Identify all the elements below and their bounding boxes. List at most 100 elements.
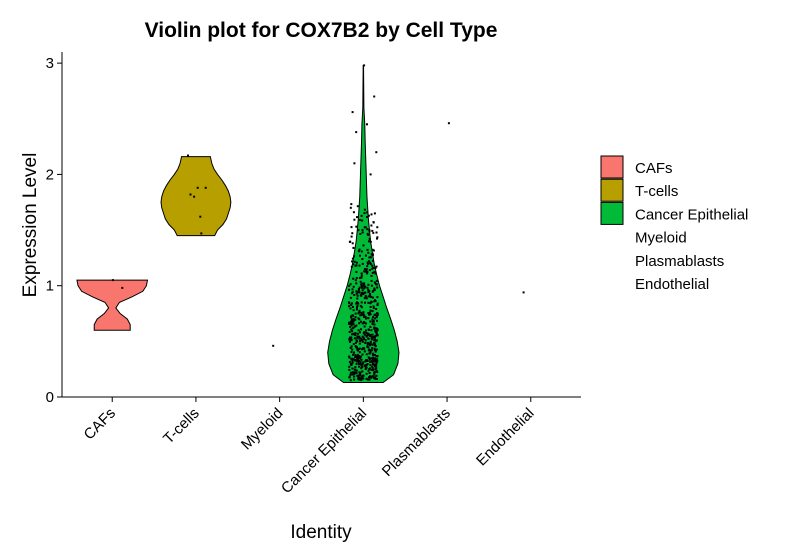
point-cloud [362, 321, 365, 323]
point-cloud [369, 367, 372, 370]
point-cloud [350, 318, 353, 321]
point-cloud [368, 376, 370, 379]
point-cloud [361, 282, 364, 285]
point-cloud [370, 300, 373, 303]
point-cloud [373, 347, 376, 350]
point-cloud [359, 355, 362, 358]
point-cloud [369, 361, 372, 364]
point-cloud [358, 347, 361, 350]
point-cloud [358, 309, 361, 312]
point-cloud [371, 248, 374, 251]
point-cloud [375, 378, 378, 380]
point-cloud [351, 330, 354, 333]
point-cloud [370, 349, 373, 352]
point-cloud [371, 264, 374, 267]
point-cloud [367, 283, 370, 286]
point-cloud [365, 364, 368, 367]
point-cloud [369, 240, 372, 243]
point-cloud [348, 302, 351, 305]
point-cloud [363, 316, 365, 318]
point-cloud [359, 280, 362, 283]
point-cloud [364, 341, 367, 344]
point-cloud [364, 295, 367, 297]
point-cloud [365, 329, 367, 332]
point-cloud [374, 272, 377, 275]
point-cloud [375, 363, 378, 366]
point-1-3 [199, 215, 202, 218]
point-cloud [363, 270, 366, 273]
point-cloud [349, 296, 352, 299]
point-cloud [375, 359, 378, 362]
point-cloud [348, 340, 351, 343]
plot-marks [76, 64, 400, 384]
point-cloud [352, 317, 355, 320]
x-tick-label: Plasmablasts [379, 405, 454, 480]
point-cloud [348, 288, 350, 291]
point-cloud [358, 264, 361, 267]
point-cloud [363, 365, 366, 367]
point-cloud [372, 307, 375, 310]
point-cloud [366, 270, 369, 273]
point-cloud [367, 369, 370, 372]
point-cloud [372, 249, 375, 252]
legend-key [600, 178, 624, 202]
point-cloud [371, 318, 374, 321]
point-1-4 [200, 232, 203, 235]
point-cloud [371, 229, 374, 232]
point-cloud [367, 260, 370, 263]
point-cloud [364, 226, 367, 229]
point-cloud [354, 359, 356, 362]
point-cloud [351, 367, 354, 370]
point-cloud [373, 348, 376, 351]
point-cloud [352, 353, 354, 356]
point-cloud [368, 230, 371, 233]
point-cloud [363, 325, 366, 328]
point-cloud [348, 330, 351, 333]
point-cloud [375, 361, 378, 364]
point-3-0 [363, 64, 366, 67]
point-cloud [351, 257, 354, 260]
point-3-8 [349, 206, 352, 209]
point-cloud [348, 360, 351, 363]
point-cloud [364, 254, 367, 257]
point-cloud [355, 282, 358, 285]
point-cloud [360, 358, 363, 361]
point-cloud [376, 328, 379, 330]
legend: CAFs T-cells Cancer Epithelial Myeloid Plasm… [600, 155, 748, 293]
point-cloud [371, 252, 374, 255]
point-cloud [363, 268, 366, 270]
point-1-2 [196, 186, 199, 189]
point-cloud [367, 337, 370, 340]
legend-key [600, 155, 624, 179]
point-cloud [369, 335, 372, 337]
point-cloud [369, 306, 372, 308]
point-3-3 [366, 123, 368, 126]
point-cloud [355, 292, 358, 295]
point-cloud [363, 208, 366, 211]
point-cloud [357, 289, 360, 292]
point-cloud [376, 226, 379, 229]
point-cloud [351, 242, 354, 245]
point-cloud [352, 246, 355, 249]
point-cloud [364, 322, 367, 325]
point-cloud [349, 373, 352, 376]
point-cloud [361, 286, 363, 289]
point-cloud [368, 240, 370, 243]
point-cloud [375, 315, 378, 318]
point-cloud [373, 365, 376, 368]
point-cloud [360, 276, 363, 279]
point-cloud [371, 347, 374, 349]
point-cloud [353, 260, 356, 263]
point-cloud [370, 368, 373, 371]
point-cloud [363, 212, 366, 215]
point-cloud [374, 267, 377, 269]
point-cloud [361, 363, 364, 366]
point-cloud [367, 349, 370, 352]
point-1-6 [193, 195, 196, 198]
point-cloud [354, 318, 357, 321]
point-cloud [362, 332, 365, 335]
point-cloud [370, 343, 373, 346]
jitter-points [111, 64, 525, 382]
point-cloud [375, 308, 378, 310]
point-cloud [358, 276, 361, 279]
